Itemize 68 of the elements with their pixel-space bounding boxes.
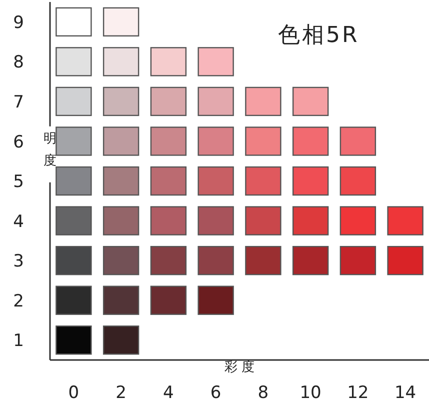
point bbox=[150, 47, 187, 76]
x-tick-label: 0 bbox=[68, 383, 80, 404]
point bbox=[387, 206, 424, 236]
point bbox=[56, 126, 92, 156]
point bbox=[245, 166, 282, 196]
point bbox=[56, 326, 92, 355]
point bbox=[198, 286, 234, 315]
point bbox=[292, 246, 329, 276]
point bbox=[198, 126, 234, 156]
x-tick-label: 6 bbox=[210, 383, 222, 404]
point bbox=[56, 286, 92, 315]
point bbox=[150, 206, 187, 236]
point bbox=[102, 246, 140, 276]
point bbox=[102, 286, 140, 315]
point bbox=[245, 206, 282, 236]
x-tick-label: 14 bbox=[394, 383, 416, 404]
point bbox=[292, 206, 329, 236]
point bbox=[340, 126, 376, 156]
point bbox=[387, 246, 424, 276]
x-tick-label: 2 bbox=[116, 383, 126, 404]
y-tick-label: 4 bbox=[13, 212, 24, 232]
point bbox=[102, 47, 140, 76]
x-tick-label: 12 bbox=[347, 383, 369, 404]
point bbox=[198, 166, 234, 196]
y-tick-label: 5 bbox=[13, 172, 24, 192]
x-tick-label: 4 bbox=[163, 383, 174, 404]
point bbox=[150, 86, 187, 116]
point bbox=[102, 326, 140, 355]
point bbox=[198, 246, 234, 276]
point bbox=[102, 126, 140, 156]
y-tick-label: 7 bbox=[13, 92, 24, 112]
y-tick-label: 1 bbox=[13, 331, 24, 352]
point bbox=[340, 206, 376, 236]
point bbox=[102, 206, 140, 236]
point bbox=[150, 166, 187, 196]
point bbox=[150, 286, 187, 315]
x-axis-title: 彩 度 bbox=[224, 359, 255, 376]
y-tick-label: 3 bbox=[13, 252, 24, 272]
point bbox=[245, 246, 282, 276]
point bbox=[56, 246, 92, 276]
y-tick-label: 9 bbox=[13, 12, 24, 33]
point bbox=[292, 86, 329, 116]
y-axis-title: 明度 bbox=[44, 131, 56, 168]
point bbox=[56, 166, 92, 196]
y-tick-label: 2 bbox=[13, 291, 24, 312]
point bbox=[245, 86, 282, 116]
point bbox=[150, 126, 187, 156]
y-tick-label: 8 bbox=[13, 52, 24, 73]
point bbox=[56, 47, 92, 76]
y-tick-label: 6 bbox=[13, 132, 24, 152]
point bbox=[102, 7, 140, 36]
point bbox=[56, 7, 92, 36]
point bbox=[198, 86, 234, 116]
point bbox=[56, 206, 92, 236]
x-tick-label: 8 bbox=[258, 383, 269, 404]
point bbox=[292, 166, 329, 196]
point bbox=[245, 126, 282, 156]
point bbox=[56, 86, 92, 116]
text: 色相5R bbox=[278, 22, 360, 50]
point bbox=[198, 47, 234, 76]
point bbox=[150, 246, 187, 276]
point bbox=[292, 126, 329, 156]
point bbox=[198, 206, 234, 236]
point bbox=[340, 246, 376, 276]
point bbox=[102, 166, 140, 196]
point bbox=[102, 86, 140, 116]
point bbox=[340, 166, 376, 196]
x-tick-label: 10 bbox=[300, 383, 322, 404]
